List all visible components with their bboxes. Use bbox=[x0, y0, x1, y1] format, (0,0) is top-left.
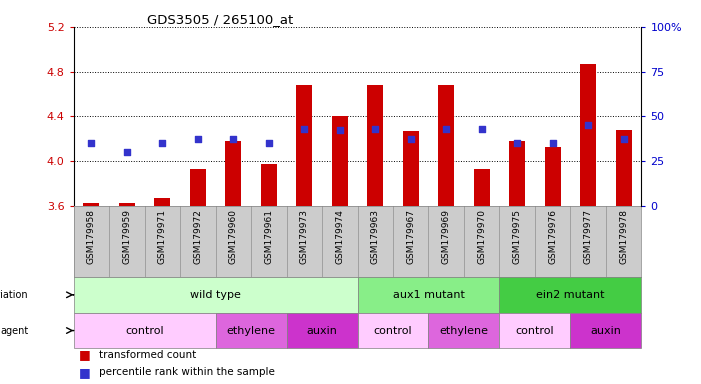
Point bbox=[547, 140, 558, 146]
Text: auxin: auxin bbox=[306, 326, 337, 336]
Point bbox=[405, 136, 416, 142]
Text: GSM179975: GSM179975 bbox=[512, 209, 522, 264]
Bar bbox=[545, 147, 561, 205]
Bar bbox=[367, 85, 383, 205]
Text: GDS3505 / 265100_at: GDS3505 / 265100_at bbox=[147, 13, 294, 26]
Text: ■: ■ bbox=[79, 348, 91, 361]
Bar bbox=[580, 64, 596, 205]
Text: GSM179973: GSM179973 bbox=[300, 209, 308, 264]
Text: GSM179978: GSM179978 bbox=[619, 209, 628, 264]
Text: GSM179977: GSM179977 bbox=[584, 209, 592, 264]
Bar bbox=[225, 141, 241, 205]
Point bbox=[369, 126, 381, 132]
Text: GSM179976: GSM179976 bbox=[548, 209, 557, 264]
Point bbox=[334, 127, 346, 134]
Text: control: control bbox=[374, 326, 412, 336]
Bar bbox=[119, 203, 135, 205]
Bar bbox=[74, 313, 216, 348]
Text: GSM179961: GSM179961 bbox=[264, 209, 273, 264]
Text: auxin: auxin bbox=[590, 326, 621, 336]
Text: GSM179959: GSM179959 bbox=[123, 209, 131, 264]
Point bbox=[583, 122, 594, 128]
Text: control: control bbox=[516, 326, 554, 336]
Text: GSM179972: GSM179972 bbox=[193, 209, 203, 264]
Text: ein2 mutant: ein2 mutant bbox=[536, 290, 605, 300]
Bar bbox=[297, 85, 312, 205]
Text: GSM179967: GSM179967 bbox=[407, 209, 415, 264]
Bar bbox=[474, 169, 490, 205]
Point bbox=[192, 136, 203, 142]
Text: agent: agent bbox=[0, 326, 28, 336]
Text: ■: ■ bbox=[79, 366, 91, 379]
Bar bbox=[358, 277, 500, 313]
Text: GSM179971: GSM179971 bbox=[158, 209, 167, 264]
Text: ethylene: ethylene bbox=[226, 326, 275, 336]
Text: GSM179963: GSM179963 bbox=[371, 209, 380, 264]
Bar bbox=[83, 203, 100, 205]
Bar bbox=[287, 313, 358, 348]
Bar bbox=[571, 313, 641, 348]
Bar bbox=[615, 129, 632, 205]
Point bbox=[441, 126, 452, 132]
Point bbox=[476, 126, 487, 132]
Text: GSM179969: GSM179969 bbox=[442, 209, 451, 264]
Point bbox=[157, 140, 168, 146]
Bar bbox=[403, 131, 418, 205]
Text: GSM179958: GSM179958 bbox=[87, 209, 96, 264]
Point bbox=[228, 136, 239, 142]
Text: genotype/variation: genotype/variation bbox=[0, 290, 28, 300]
Bar bbox=[332, 116, 348, 205]
Bar bbox=[190, 169, 206, 205]
Text: GSM179960: GSM179960 bbox=[229, 209, 238, 264]
Point bbox=[299, 126, 310, 132]
Point bbox=[512, 140, 523, 146]
Bar bbox=[216, 313, 287, 348]
Text: GSM179974: GSM179974 bbox=[335, 209, 344, 264]
Text: wild type: wild type bbox=[190, 290, 241, 300]
Text: percentile rank within the sample: percentile rank within the sample bbox=[99, 367, 275, 377]
Bar bbox=[358, 313, 428, 348]
Bar bbox=[74, 277, 358, 313]
Point bbox=[618, 136, 629, 142]
Text: control: control bbox=[125, 326, 164, 336]
Text: ethylene: ethylene bbox=[440, 326, 489, 336]
Bar bbox=[261, 164, 277, 205]
Bar bbox=[438, 85, 454, 205]
Bar bbox=[499, 277, 641, 313]
Text: transformed count: transformed count bbox=[99, 350, 196, 360]
Bar bbox=[154, 198, 170, 205]
Bar bbox=[499, 313, 571, 348]
Point bbox=[121, 149, 132, 155]
Text: GSM179970: GSM179970 bbox=[477, 209, 486, 264]
Bar bbox=[428, 313, 499, 348]
Point bbox=[86, 140, 97, 146]
Point bbox=[263, 140, 274, 146]
Bar bbox=[509, 141, 525, 205]
Text: aux1 mutant: aux1 mutant bbox=[393, 290, 465, 300]
